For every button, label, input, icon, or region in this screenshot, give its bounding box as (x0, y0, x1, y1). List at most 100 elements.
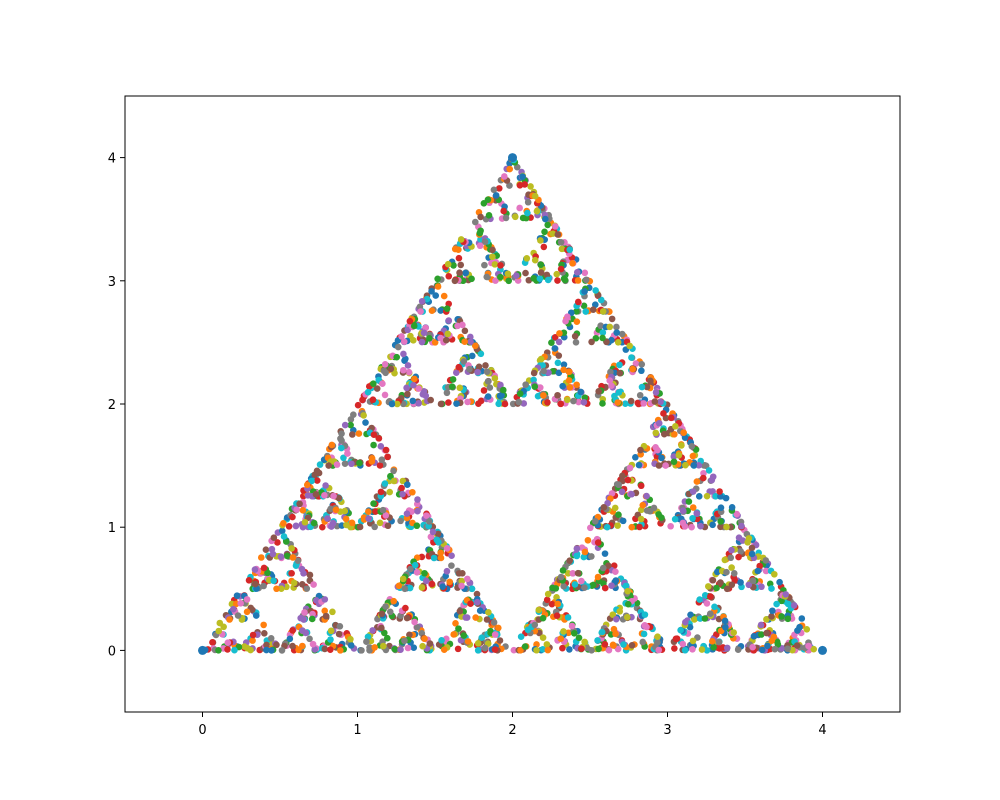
scatter-point (784, 600, 792, 608)
scatter-point (490, 186, 498, 194)
scatter-point (763, 615, 770, 623)
scatter-points (201, 155, 818, 654)
scatter-point (566, 646, 573, 653)
scatter-point (522, 269, 529, 277)
scatter-point (355, 430, 363, 437)
scatter-point (445, 399, 452, 406)
scatter-point (491, 646, 499, 653)
scatter-point (464, 398, 471, 406)
scatter-point (571, 332, 579, 340)
scatter-point (312, 597, 320, 604)
scatter-point (667, 414, 675, 422)
scatter-point (658, 454, 665, 462)
scatter-point (455, 570, 463, 577)
scatter-point (341, 421, 349, 429)
scatter-point (637, 515, 645, 523)
scatter-point (466, 365, 473, 373)
scatter-point (629, 365, 636, 373)
scatter-point (394, 343, 402, 351)
scatter-point (440, 292, 448, 300)
scatter-point (805, 642, 812, 650)
scatter-point (370, 441, 377, 449)
scatter-point (646, 507, 654, 515)
scatter-point (426, 335, 433, 342)
scatter-point (615, 481, 622, 489)
scatter-point (468, 275, 475, 283)
scatter-point (327, 627, 335, 635)
scatter-point (535, 606, 543, 614)
scatter-point (406, 584, 414, 592)
scatter-point (611, 504, 619, 512)
scatter-point (321, 607, 329, 615)
scatter-point (356, 523, 364, 531)
scatter-point (306, 635, 313, 643)
scatter-point (689, 504, 697, 511)
scatter-point (673, 635, 681, 642)
scatter-point (358, 647, 365, 654)
scatter-point (418, 297, 426, 305)
triangle-vertices (198, 153, 827, 655)
scatter-point (477, 213, 484, 221)
scatter-point (489, 253, 496, 261)
scatter-point (378, 624, 385, 632)
scatter-point (274, 539, 281, 546)
scatter-point (475, 400, 482, 407)
scatter-point (418, 584, 426, 591)
scatter-point (559, 644, 566, 652)
scatter-point (610, 642, 617, 649)
scatter-point (682, 461, 689, 469)
scatter-point (616, 608, 624, 615)
scatter-point (438, 636, 445, 644)
scatter-point (560, 583, 568, 590)
scatter-point (288, 545, 295, 552)
scatter-point (603, 523, 611, 531)
scatter-point (557, 400, 565, 408)
scatter-point (555, 338, 563, 346)
scatter-point (289, 642, 296, 650)
scatter-point (691, 616, 698, 623)
scatter-point (803, 626, 811, 633)
scatter-point (790, 602, 798, 609)
y-tick-label: 0 (108, 644, 116, 659)
scatter-point (613, 329, 621, 336)
scatter-point (409, 397, 417, 405)
scatter-point (426, 640, 434, 647)
scatter-point (333, 461, 341, 468)
y-tick-label: 3 (108, 275, 116, 290)
scatter-point (696, 596, 703, 603)
scatter-point (468, 352, 476, 360)
scatter-point (505, 277, 513, 285)
scatter-point (434, 283, 442, 290)
scatter-point (689, 452, 697, 460)
scatter-point (560, 361, 568, 368)
scatter-point (763, 629, 770, 637)
scatter-point (299, 642, 306, 650)
scatter-point (723, 568, 730, 576)
scatter-point (369, 627, 376, 634)
scatter-point (517, 647, 524, 654)
scatter-point (224, 639, 232, 646)
scatter-point (516, 390, 524, 397)
scatter-point (662, 462, 669, 469)
scatter-point (260, 621, 267, 629)
scatter-point (679, 519, 687, 527)
scatter-point (710, 644, 717, 651)
vertex-point (818, 645, 827, 655)
scatter-point (554, 600, 561, 608)
scatter-point (516, 182, 524, 189)
scatter-point (395, 582, 403, 590)
scatter-point (301, 609, 308, 616)
scatter-point (401, 637, 408, 645)
scatter-point (581, 548, 589, 556)
scatter-point (506, 182, 513, 189)
scatter-point (608, 315, 616, 323)
scatter-point (455, 625, 462, 632)
scatter-point (566, 557, 574, 564)
scatter-point (448, 562, 455, 569)
scatter-point (564, 614, 572, 621)
scatter-point (560, 628, 567, 635)
scatter-point (321, 645, 329, 653)
scatter-point (413, 522, 421, 530)
scatter-point (530, 275, 538, 282)
scatter-point (387, 472, 394, 480)
